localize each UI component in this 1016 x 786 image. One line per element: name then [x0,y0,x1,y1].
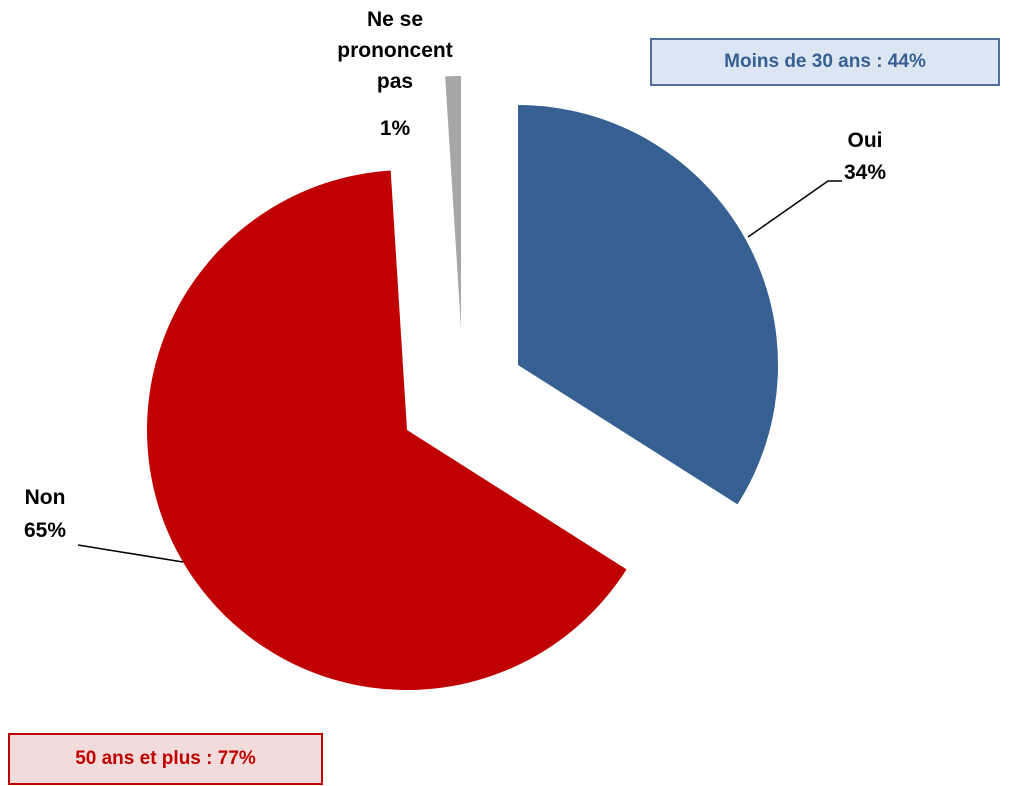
annotation-box: 50 ans et plus : 77% [8,733,323,785]
annotation: 50 ans et plus : 77% [75,748,256,769]
leader-line [77,544,184,563]
pie-slice [445,76,461,328]
value-label: 1% [379,117,411,140]
leader-line [747,180,842,238]
category-label: Non [24,486,66,509]
category-label: Ne se prononcent pas [337,8,453,93]
pie-slice [518,105,778,505]
category-label: Oui [847,129,883,152]
pie-slice [147,170,627,690]
value-label: 65% [23,519,67,542]
annotation-box: Moins de 30 ans : 44% [650,38,1000,86]
annotation: Moins de 30 ans : 44% [724,51,926,72]
value-label: 34% [843,161,887,184]
